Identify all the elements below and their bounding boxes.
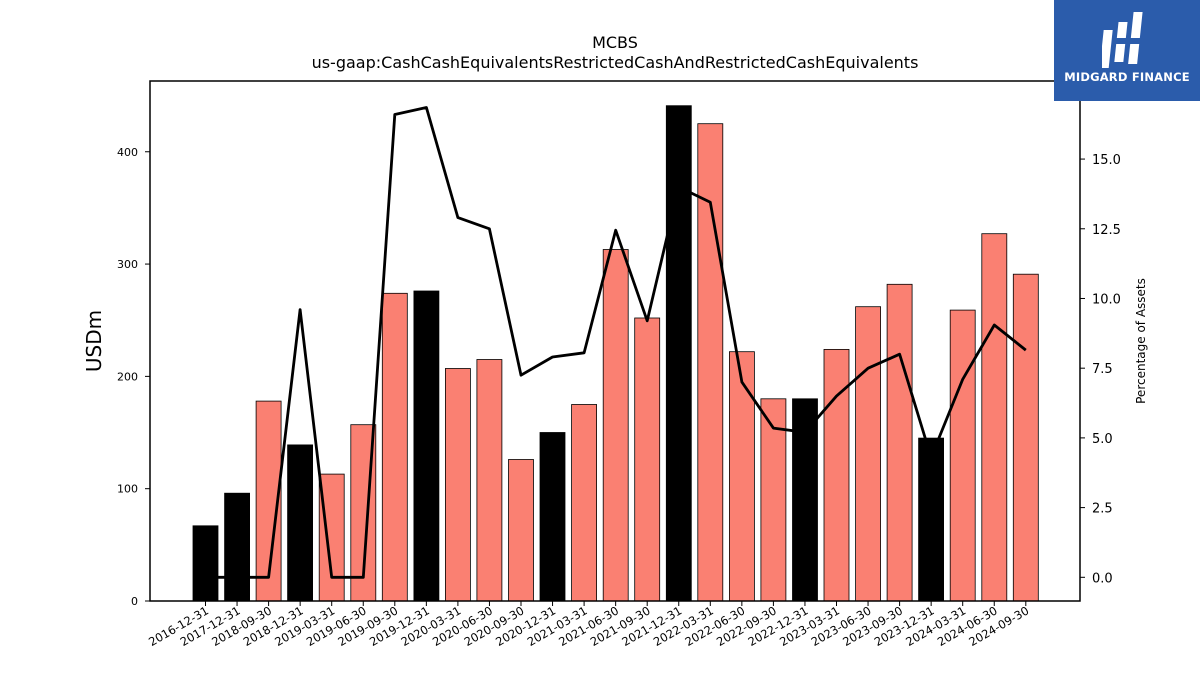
bars-group xyxy=(192,105,1039,602)
bar-2017-12-31 xyxy=(224,492,251,602)
y-axis-left: 0 100 200 300 400 xyxy=(117,146,150,608)
y2-tick-label: 12.5 xyxy=(1092,223,1121,238)
y2-tick-label: 7.5 xyxy=(1092,362,1113,377)
bar-2018-12-31 xyxy=(287,444,314,602)
y-tick-label: 400 xyxy=(117,146,138,159)
x-axis: 2016-12-312017-12-312018-09-302018-12-31… xyxy=(146,601,1031,649)
y-tick-label: 200 xyxy=(117,370,138,383)
bar-2022-12-31 xyxy=(792,398,818,602)
bar-2024-06-30 xyxy=(981,233,1008,602)
bar-2020-06-30 xyxy=(476,359,503,602)
y2-tick-label: 15.0 xyxy=(1092,153,1121,168)
y2-tick-label: 10.0 xyxy=(1092,292,1121,307)
brand-logo: MIDGARD FINANCE xyxy=(1054,0,1200,101)
y2-axis-label: Percentage of Assets xyxy=(1134,278,1148,404)
y-tick-label: 100 xyxy=(117,483,138,496)
bar-2024-03-31 xyxy=(949,309,976,602)
bar-2024-09-30 xyxy=(1012,273,1039,602)
bar-2023-12-31 xyxy=(918,437,944,602)
line-group xyxy=(205,106,1027,579)
bar-2016-12-31 xyxy=(192,525,219,602)
percentage-line xyxy=(205,106,1027,579)
bar-2020-03-31 xyxy=(444,368,471,602)
bar-2022-03-31 xyxy=(697,123,724,602)
y2-tick-label: 2.5 xyxy=(1092,502,1113,517)
y-axis-label: USDm xyxy=(82,310,106,372)
y-axis-right: 0.0 2.5 5.0 7.5 10.0 12.5 15.0 xyxy=(1080,153,1121,586)
plot-frame xyxy=(149,80,1081,602)
y-tick-label: 300 xyxy=(117,258,138,271)
logo-mark-icon xyxy=(1102,12,1143,68)
bar-2019-09-30 xyxy=(381,292,408,602)
bar-2023-06-30 xyxy=(855,306,881,602)
y2-tick-label: 5.0 xyxy=(1092,432,1113,447)
bar-2019-12-31 xyxy=(413,290,440,602)
bar-2021-12-31 xyxy=(665,105,692,602)
logo-text: MIDGARD FINANCE xyxy=(1064,70,1190,84)
bar-2021-03-31 xyxy=(571,404,597,602)
bar-2021-09-30 xyxy=(634,317,661,602)
bar-2020-09-30 xyxy=(508,459,534,602)
bar-2022-09-30 xyxy=(760,398,787,602)
chart-subtitle: us-gaap:CashCashEquivalentsRestrictedCas… xyxy=(312,53,919,72)
bar-2022-06-30 xyxy=(729,351,755,602)
y2-tick-label: 0.0 xyxy=(1092,571,1113,586)
y-tick-label: 0 xyxy=(131,595,138,608)
bar-2021-06-30 xyxy=(602,249,629,602)
bar-2020-12-31 xyxy=(539,432,566,602)
bar-2023-09-30 xyxy=(886,283,913,602)
chart-title: MCBS xyxy=(592,33,638,52)
